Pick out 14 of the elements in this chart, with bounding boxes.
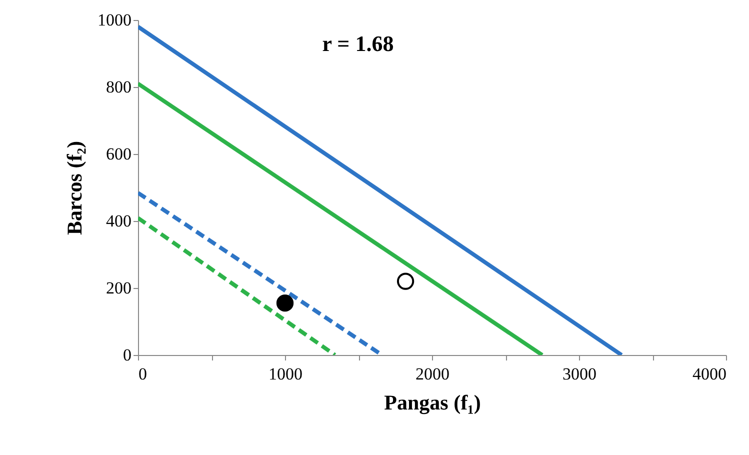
y-tick-label: 200 — [106, 278, 132, 298]
x-tick-label: 0 — [138, 364, 147, 384]
x-axis-title: Pangas (f₁) — [384, 390, 481, 414]
y-axis-title: Barcos (f₂) — [62, 141, 86, 235]
x-tick-label: 2000 — [416, 364, 450, 384]
y-tick-label: 400 — [106, 212, 132, 230]
x-tick-label: 1000 — [268, 364, 302, 384]
x-tick-label: 3000 — [562, 364, 596, 384]
y-tick-label: 600 — [106, 144, 132, 164]
y-tick-label: 0 — [123, 346, 132, 364]
annotation: r = 1.68 — [322, 31, 394, 56]
y-tick-label: 1000 — [98, 10, 132, 30]
x-tick-label: 4000 — [692, 364, 726, 384]
y-tick-label: 800 — [106, 78, 132, 96]
